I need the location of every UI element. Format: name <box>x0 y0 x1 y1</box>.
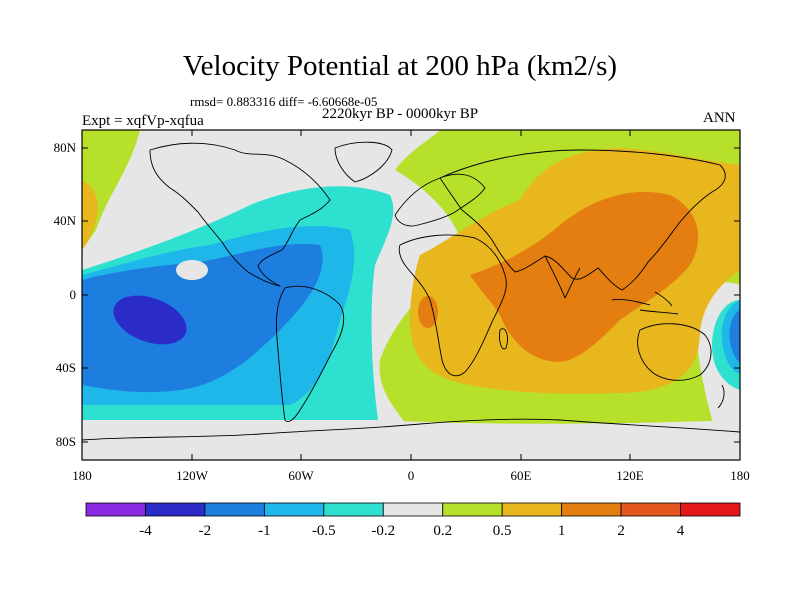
lat-tick-label: 80S <box>56 434 76 449</box>
colorbar-swatch <box>323 502 384 517</box>
colorbar-label: 2 <box>617 523 625 539</box>
stats-line: rmsd= 0.883316 diff= -6.60668e-05 <box>190 94 378 109</box>
colorbar-label: 0.2 <box>433 523 452 539</box>
colorbar-label: 4 <box>677 523 685 539</box>
lon-tick-label: 180 <box>72 468 92 483</box>
colorbar-swatch <box>442 502 503 517</box>
band-neg-1 <box>82 243 323 393</box>
band-near-zero-hole <box>176 260 208 280</box>
madagascar-coast <box>499 328 508 350</box>
coastlines <box>82 141 740 441</box>
lat-axis: 80N 40N 0 40S 80S <box>54 140 740 449</box>
colorbar-swatch <box>204 502 265 517</box>
colorbar: -4 -2 -1 -0.5 -0.2 0.2 0.5 1 2 4 <box>85 502 741 539</box>
lon-tick-label: 180 <box>730 468 750 483</box>
greenland-coast <box>334 141 393 183</box>
africa-coast <box>398 234 507 377</box>
season-label: ANN <box>703 110 736 126</box>
colorbar-label: -2 <box>199 523 212 539</box>
colorbar-label: -4 <box>139 523 152 539</box>
lat-tick-label: 0 <box>70 287 77 302</box>
north-america-coast <box>149 142 331 287</box>
indonesia-coast <box>611 291 679 315</box>
colorbar-swatch <box>263 502 325 517</box>
south-america-coast <box>276 285 345 422</box>
europe-coast <box>394 173 486 227</box>
band-neg-1-east <box>729 310 740 362</box>
colorbar-swatch <box>561 502 622 517</box>
australia-coast <box>637 323 712 381</box>
lat-tick-label: 40N <box>54 213 77 228</box>
colorbar-swatch <box>85 502 146 517</box>
colorbar-label: -0.5 <box>312 523 336 539</box>
india-coast <box>544 255 581 299</box>
antarctica-coast <box>82 418 740 441</box>
lat-tick-label: 40S <box>56 360 76 375</box>
colorbar-label: -0.2 <box>371 523 395 539</box>
colorbar-swatch <box>145 502 206 517</box>
lon-tick-label: 120E <box>616 468 644 483</box>
colorbar-swatch <box>501 502 563 517</box>
lon-tick-label: 120W <box>176 468 209 483</box>
colorbar-swatch <box>620 502 681 517</box>
lon-tick-label: 0 <box>408 468 415 483</box>
experiment-label: Expt = xqfVp-xqfua <box>82 113 204 129</box>
band-pos-1-small <box>418 296 438 328</box>
asia-coast <box>439 149 726 291</box>
colorbar-label: 1 <box>558 523 566 539</box>
lon-tick-label: 60E <box>511 468 532 483</box>
new-zealand-coast <box>717 384 725 409</box>
lon-axis: 180 120W 60W 0 60E 120E 180 <box>72 130 750 483</box>
colorbar-swatch <box>680 502 741 517</box>
map-title: Velocity Potential at 200 hPa (km2/s) <box>182 50 618 82</box>
band-neg-2-core <box>113 295 187 345</box>
band-near-zero-south <box>380 420 740 460</box>
period-label: 2220kyr BP - 0000kyr BP <box>322 106 479 122</box>
lat-tick-label: 80N <box>54 140 77 155</box>
colorbar-label: -1 <box>258 523 271 539</box>
colorbar-swatch <box>382 502 444 517</box>
lon-tick-label: 60W <box>288 468 314 483</box>
colorbar-label: 0.5 <box>493 523 512 539</box>
band-pos-0.5-west <box>82 180 98 250</box>
velocity-potential-field <box>82 130 740 460</box>
